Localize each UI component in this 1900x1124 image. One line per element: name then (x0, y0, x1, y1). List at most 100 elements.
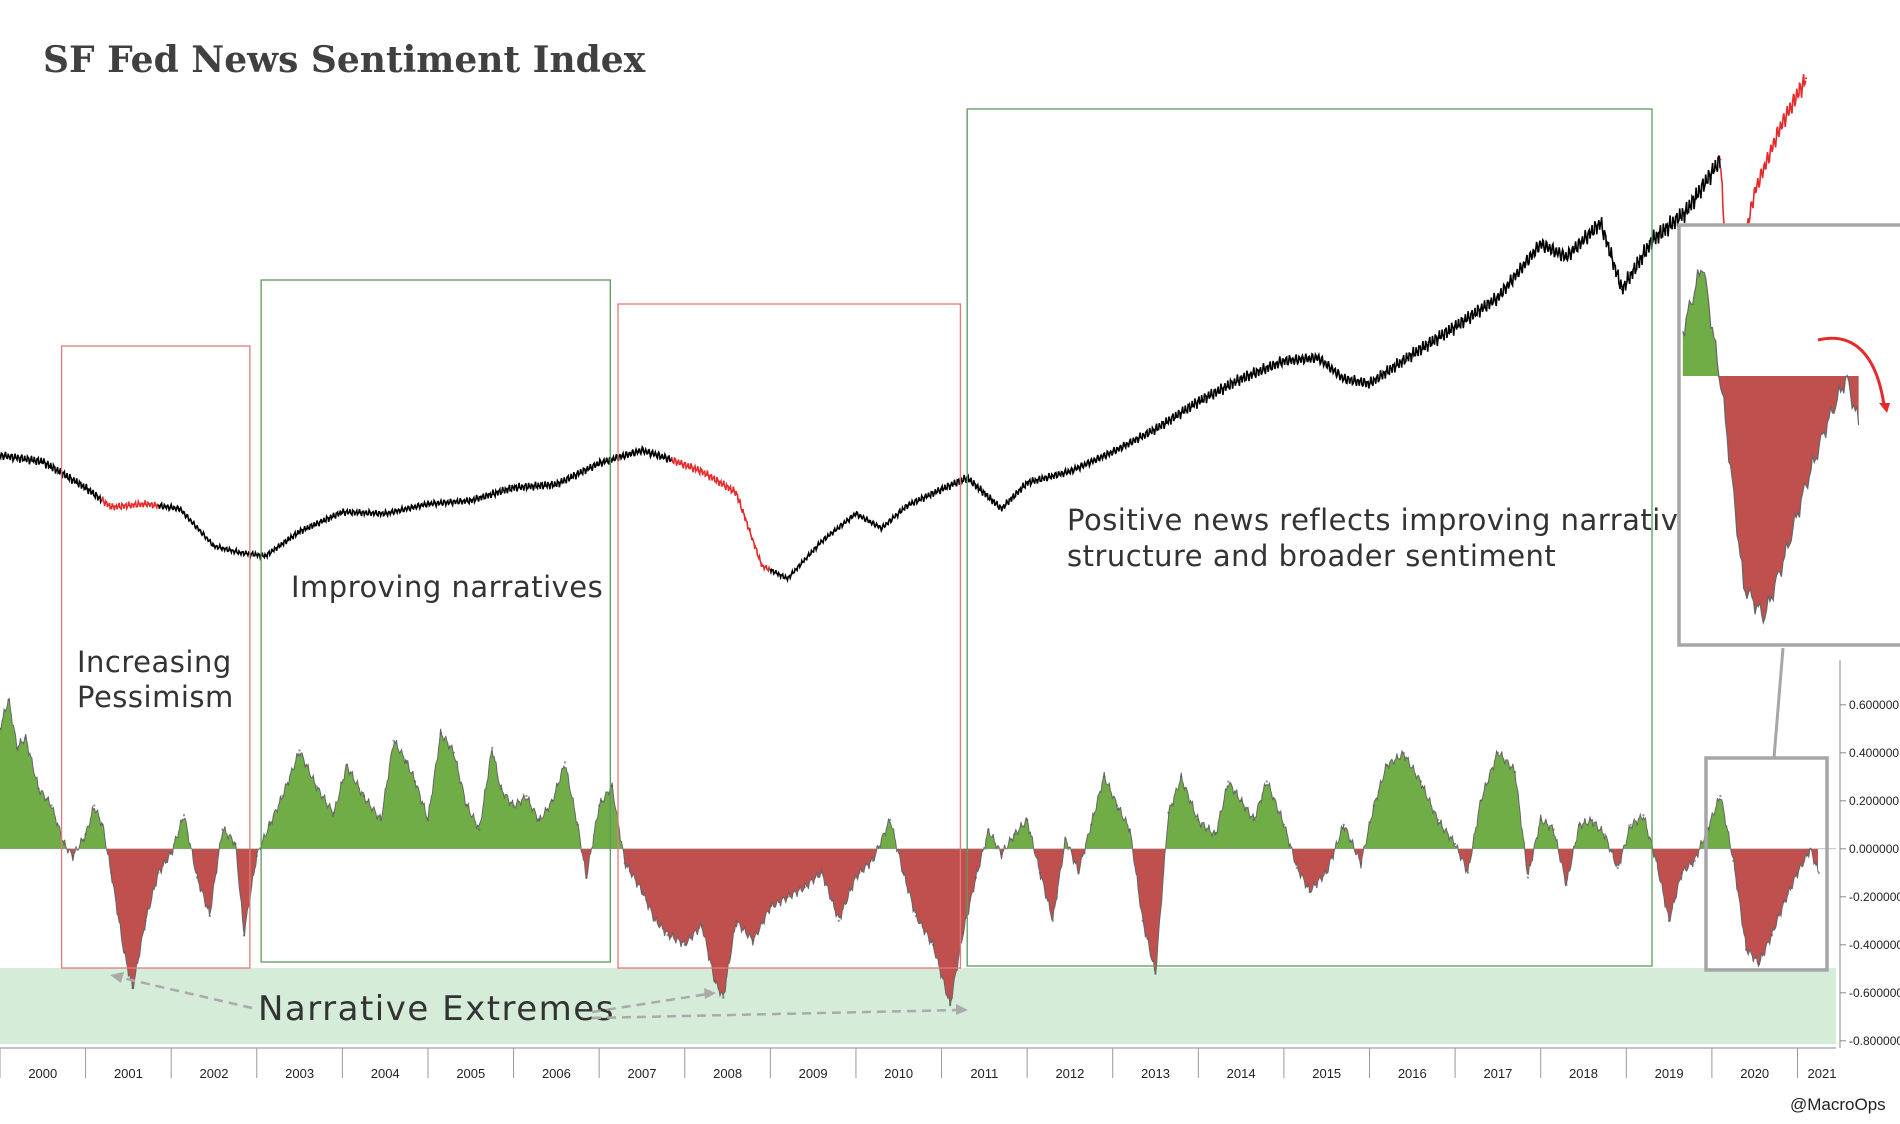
sentiment-point (1419, 780, 1423, 783)
price-point (41, 460, 44, 463)
sentiment-point (576, 823, 579, 826)
sentiment-point (1265, 780, 1269, 783)
inset-outline (1682, 269, 1860, 626)
price-point (1599, 221, 1602, 224)
sentiment-point (1770, 934, 1774, 937)
x-tick-label: 2012 (1055, 1066, 1084, 1081)
sentiment-point (24, 737, 27, 740)
sentiment-point (640, 890, 644, 894)
x-tick-label: 2003 (285, 1066, 314, 1081)
sentiment-point (1603, 833, 1607, 836)
sentiment-point (170, 852, 173, 855)
price-line (157, 444, 673, 561)
y-tick-label: -0.400000 (1849, 938, 1900, 952)
sentiment-point (974, 876, 977, 879)
arrow-to-2011 (591, 1008, 961, 1020)
sentiment-point (1744, 948, 1748, 951)
zoom-source-box (1704, 756, 1829, 972)
price-point (1805, 77, 1807, 80)
price-point (598, 462, 601, 465)
sentiment-point (1783, 900, 1786, 903)
sentiment-point (195, 876, 199, 879)
x-tick-label: 2017 (1483, 1066, 1512, 1081)
sentiment-point (610, 785, 614, 788)
sentiment-point (653, 919, 656, 922)
region-box-1 (60, 345, 251, 969)
price-line (769, 155, 1721, 584)
sentiment-point (1077, 871, 1080, 874)
x-tick-label: 2010 (884, 1066, 913, 1081)
sentiment-point (1513, 770, 1517, 774)
price-point (1154, 428, 1157, 431)
x-tick-label: 2000 (28, 1066, 57, 1081)
sentiment-point (1197, 818, 1200, 822)
sentiment-point (837, 919, 840, 922)
sentiment-point (752, 938, 755, 942)
price-point (1779, 126, 1782, 128)
price-line-highlight (101, 496, 159, 512)
x-tick-label: 2008 (713, 1066, 742, 1081)
price-point (469, 499, 472, 502)
sentiment-point (1402, 751, 1405, 754)
x-tick-label: 2002 (200, 1066, 229, 1081)
sentiment-point (426, 818, 430, 822)
sentiment-point (1359, 862, 1363, 865)
inset-zoom-sentiment-2020 (1682, 269, 1860, 626)
sentiment-point (392, 739, 395, 742)
sentiment-point (1038, 871, 1042, 874)
sentiment-point (563, 761, 567, 764)
x-tick-label: 2011 (970, 1066, 998, 1081)
sentiment-point (734, 919, 738, 922)
x-tick-label: 2007 (628, 1066, 657, 1081)
price-point (880, 527, 883, 530)
sentiment-point (1680, 871, 1684, 874)
sentiment-point (1732, 859, 1735, 862)
price-point (1240, 377, 1243, 380)
sentiment-point (452, 751, 455, 754)
price-point (1197, 400, 1200, 403)
sentiment-point (538, 818, 541, 822)
y-tick-label: 0.200000 (1849, 794, 1899, 808)
sentiment-point (1539, 818, 1542, 822)
inset-arrowhead-icon (1879, 403, 1890, 413)
sentiment-point (62, 842, 66, 846)
sentiment-point (491, 746, 494, 750)
price-point (238, 551, 241, 554)
price-point (178, 507, 181, 510)
x-tick-label: 2016 (1398, 1066, 1427, 1081)
sentiment-point (15, 746, 19, 750)
sentiment-point (1308, 890, 1311, 894)
zoom-connector (1772, 647, 1785, 759)
extreme-arrows (117, 975, 961, 1020)
sentiment-point (1325, 871, 1328, 874)
sentiment-point (315, 785, 318, 788)
sentiment-point (1796, 871, 1799, 874)
sentiment-point (478, 828, 481, 831)
price-point (1539, 243, 1542, 245)
sentiment-point (1013, 833, 1016, 836)
y-tick-label: 0.000000 (1849, 842, 1899, 856)
sentiment-point (931, 943, 935, 946)
price-point (854, 512, 857, 515)
price-point (555, 483, 558, 486)
x-tick-label: 2021 (1808, 1066, 1837, 1081)
x-tick-label: 2014 (1227, 1066, 1256, 1081)
annotation-improving: Improving narratives (291, 570, 603, 604)
sentiment-point (948, 1003, 952, 1006)
sentiment-point (1167, 811, 1170, 814)
price-point (1282, 359, 1285, 362)
price-point (1068, 470, 1071, 473)
x-tick-label: 2004 (371, 1066, 400, 1081)
price-point (735, 491, 738, 494)
sentiment-point (131, 986, 134, 990)
sentiment-point (345, 763, 348, 766)
sentiment-point (7, 698, 10, 702)
sentiment-point (1103, 775, 1106, 778)
sentiment-point (84, 833, 87, 836)
sentiment-point (379, 818, 383, 822)
x-tick-label: 2013 (1141, 1066, 1170, 1081)
sentiment-point (769, 905, 772, 908)
sentiment-point (961, 931, 965, 934)
x-tick-label: 2015 (1312, 1066, 1341, 1081)
